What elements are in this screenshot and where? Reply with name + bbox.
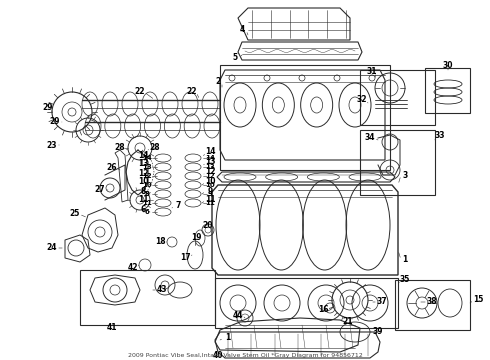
Text: 16: 16 [318, 306, 328, 315]
Text: 12: 12 [142, 173, 152, 179]
Bar [425, 68, 470, 113]
Text: 9: 9 [207, 186, 213, 195]
Text: 18: 18 [155, 238, 165, 247]
Text: 10: 10 [205, 177, 215, 186]
Text: 43: 43 [157, 285, 167, 294]
Text: 22: 22 [187, 87, 197, 96]
Text: 11: 11 [205, 195, 215, 204]
Text: 11: 11 [205, 200, 215, 206]
Text: 21: 21 [343, 318, 353, 327]
Text: 2009 Pontiac Vibe Seal,Intake Valve Stem Oil *Gray Diagram for 94856712: 2009 Pontiac Vibe Seal,Intake Valve Stem… [127, 353, 363, 358]
Text: 12: 12 [205, 173, 215, 179]
Text: 10: 10 [205, 182, 215, 188]
Text: 10: 10 [138, 177, 148, 186]
Text: 28: 28 [115, 144, 125, 153]
Text: 8: 8 [145, 191, 149, 197]
Text: 29: 29 [43, 104, 53, 112]
Text: 15: 15 [473, 296, 483, 305]
Text: 24: 24 [47, 243, 57, 252]
Text: 39: 39 [373, 328, 383, 337]
Text: 2: 2 [216, 77, 220, 86]
Text: 17: 17 [180, 252, 190, 261]
Text: 13: 13 [142, 164, 152, 170]
Text: 22: 22 [135, 87, 145, 96]
Text: 13: 13 [205, 158, 215, 166]
Text: 13: 13 [205, 164, 215, 170]
Text: 34: 34 [365, 134, 375, 143]
Text: 14: 14 [142, 155, 152, 161]
Text: 13: 13 [138, 159, 148, 168]
Bar [215, 278, 398, 328]
Text: 40: 40 [213, 351, 223, 360]
Bar [360, 70, 435, 125]
Bar [80, 270, 215, 325]
Text: 1: 1 [402, 256, 408, 265]
Text: 7: 7 [175, 201, 181, 210]
Text: 26: 26 [107, 163, 117, 172]
Text: 6: 6 [140, 206, 146, 215]
Text: 14: 14 [138, 150, 148, 159]
Text: 38: 38 [427, 297, 437, 306]
Text: 14: 14 [205, 155, 215, 161]
Text: 11: 11 [142, 200, 152, 206]
Text: 14: 14 [205, 148, 215, 157]
Text: 20: 20 [203, 220, 213, 230]
Bar [360, 130, 435, 195]
Text: 28: 28 [149, 144, 160, 153]
Text: 9: 9 [208, 191, 213, 197]
Text: 32: 32 [357, 95, 367, 104]
Text: 4: 4 [240, 26, 245, 35]
Text: 6: 6 [145, 209, 149, 215]
Text: 37: 37 [377, 297, 387, 306]
Text: 42: 42 [128, 264, 138, 273]
Text: 12: 12 [205, 167, 215, 176]
Text: 29: 29 [50, 117, 60, 126]
Text: 31: 31 [367, 68, 377, 77]
Text: 19: 19 [191, 233, 201, 242]
Text: 1: 1 [225, 333, 231, 342]
Text: 12: 12 [138, 168, 148, 177]
Text: 11: 11 [138, 195, 148, 204]
Text: 27: 27 [95, 185, 105, 194]
Text: 41: 41 [107, 324, 117, 333]
Text: 5: 5 [232, 54, 238, 63]
Text: 33: 33 [435, 130, 445, 139]
Text: 35: 35 [400, 275, 410, 284]
Text: 8: 8 [140, 186, 146, 195]
Bar [395, 280, 470, 330]
Text: 23: 23 [47, 140, 57, 149]
Bar [220, 65, 390, 170]
Text: 3: 3 [402, 171, 408, 180]
Text: 30: 30 [443, 60, 453, 69]
Text: 44: 44 [233, 310, 243, 320]
Text: 25: 25 [70, 210, 80, 219]
Text: 10: 10 [142, 182, 152, 188]
